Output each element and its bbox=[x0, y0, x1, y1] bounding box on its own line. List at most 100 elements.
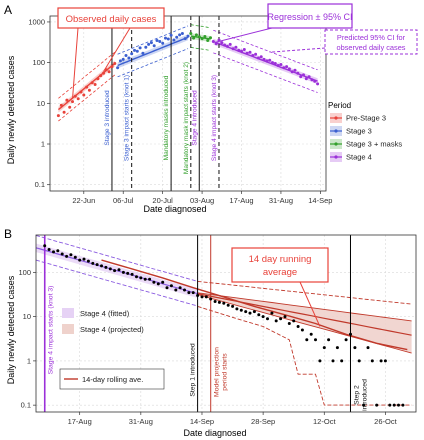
prediction-interval-upper bbox=[190, 24, 211, 29]
data-point bbox=[130, 52, 134, 56]
data-point bbox=[287, 322, 291, 325]
data-point bbox=[310, 78, 314, 82]
data-point bbox=[91, 261, 95, 265]
data-point bbox=[161, 280, 165, 284]
event-label-line-2: introduced bbox=[361, 379, 368, 411]
prediction-interval-lower bbox=[35, 259, 198, 307]
data-point bbox=[73, 94, 77, 98]
panel-a: A Stage 3 introduced Stage 3 impact start… bbox=[4, 3, 418, 214]
data-point bbox=[165, 286, 169, 290]
data-point bbox=[155, 39, 159, 42]
data-point bbox=[186, 34, 190, 38]
data-point bbox=[86, 259, 90, 263]
data-point bbox=[139, 276, 143, 280]
data-point bbox=[189, 32, 193, 35]
data-point bbox=[235, 307, 239, 311]
data-point bbox=[259, 55, 263, 59]
data-point bbox=[261, 315, 265, 319]
y-tick-label: 100 bbox=[32, 58, 45, 67]
data-point bbox=[152, 44, 156, 48]
data-point bbox=[314, 338, 317, 342]
data-point bbox=[340, 359, 344, 363]
data-point bbox=[95, 263, 99, 267]
data-point bbox=[96, 77, 100, 81]
x-tick-label: 28-Sep bbox=[251, 417, 275, 426]
data-point bbox=[172, 38, 176, 42]
panel-a-y-axis-label: Daily newly detected cases bbox=[6, 55, 16, 164]
x-tick-label: 06-Jul bbox=[113, 196, 134, 205]
data-point bbox=[59, 103, 63, 107]
data-point bbox=[262, 57, 266, 61]
data-point bbox=[156, 282, 160, 286]
data-point bbox=[158, 40, 162, 43]
data-point bbox=[133, 48, 136, 52]
data-point bbox=[191, 291, 195, 295]
data-point bbox=[237, 48, 241, 52]
panel-b: B Stage 4 impact starts (knot 3) Step 1 i… bbox=[4, 227, 417, 438]
callout-observed-daily-cases: Observed daily cases bbox=[66, 14, 157, 25]
panel-b-events: Stage 4 impact starts (knot 3) Step 1 int… bbox=[43, 235, 368, 412]
callout-box bbox=[231, 247, 329, 283]
data-point bbox=[305, 338, 309, 342]
y-tick-label: 0.1 bbox=[35, 180, 45, 189]
panel-b-x-axis-label: Date diagnosed bbox=[183, 428, 246, 438]
x-tick-label: 17-Aug bbox=[229, 196, 253, 205]
data-point bbox=[169, 33, 173, 37]
data-point bbox=[362, 403, 366, 407]
event-label: Mandatory masks introduced bbox=[163, 75, 170, 160]
panel-a-x-axis-label: Date diagnosed bbox=[143, 204, 206, 214]
data-point bbox=[65, 98, 69, 102]
data-point bbox=[87, 88, 91, 92]
data-point bbox=[370, 359, 374, 363]
data-point bbox=[148, 277, 152, 281]
data-point bbox=[226, 303, 230, 307]
data-point bbox=[102, 71, 105, 75]
prediction-interval-lower bbox=[117, 48, 189, 78]
data-point bbox=[178, 33, 182, 37]
data-point bbox=[309, 332, 313, 336]
data-point bbox=[130, 272, 134, 276]
data-point bbox=[293, 68, 297, 72]
x-tick-label: 20-Jul bbox=[152, 196, 173, 205]
panel-b-annotations: 14 day running average bbox=[231, 247, 329, 327]
data-point bbox=[166, 37, 170, 41]
event-label-line-2: period starts bbox=[222, 353, 229, 391]
x-tick-label: 31-Aug bbox=[269, 196, 293, 205]
x-tick-label: 26-Oct bbox=[374, 417, 397, 426]
data-point bbox=[135, 49, 139, 53]
data-point bbox=[279, 63, 283, 66]
data-point bbox=[126, 271, 130, 275]
data-point bbox=[244, 310, 248, 314]
event-label: Stage 3 introduced bbox=[104, 90, 111, 146]
data-point bbox=[200, 37, 204, 41]
data-point bbox=[204, 295, 208, 299]
data-point bbox=[228, 42, 232, 46]
data-point bbox=[307, 75, 311, 79]
callout-box bbox=[267, 3, 353, 29]
panel-a-points bbox=[56, 32, 320, 118]
data-point bbox=[69, 253, 73, 257]
data-point bbox=[175, 35, 179, 39]
data-point bbox=[43, 244, 47, 248]
event-label: Stage 4 impact starts (knot 3) bbox=[48, 286, 55, 375]
x-tick-label: 14-Sep bbox=[190, 417, 214, 426]
data-point bbox=[392, 403, 396, 407]
data-point bbox=[252, 310, 256, 314]
data-point bbox=[379, 359, 383, 363]
data-point bbox=[104, 265, 108, 269]
data-point bbox=[344, 338, 348, 342]
data-point bbox=[161, 41, 165, 45]
data-point bbox=[318, 359, 322, 363]
data-point bbox=[116, 66, 120, 70]
data-point bbox=[100, 264, 103, 268]
data-point bbox=[287, 67, 291, 71]
data-point bbox=[397, 403, 400, 407]
data-point bbox=[68, 105, 72, 109]
callout-box bbox=[57, 7, 165, 29]
data-point bbox=[118, 59, 122, 63]
data-point bbox=[138, 46, 142, 50]
event-label: Stage 3 impact starts (knot 1) bbox=[124, 75, 131, 161]
panel-b-legend: Stage 4 (fitted) Stage 4 (projected) 14-da… bbox=[59, 308, 165, 390]
data-point bbox=[90, 81, 94, 85]
plot-frame bbox=[35, 234, 417, 413]
